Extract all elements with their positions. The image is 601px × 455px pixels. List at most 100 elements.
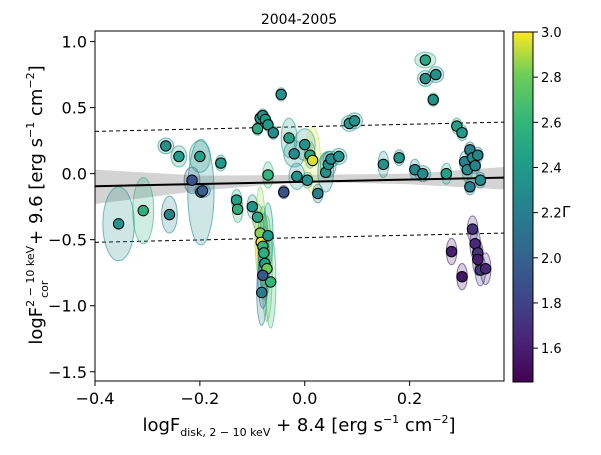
data-point (479, 263, 492, 275)
x-label-exp1: −1 (383, 413, 399, 426)
y-axis-ticks: −1.5 −1.0 −0.5 0.0 0.5 1.0 (48, 33, 95, 382)
data-point (333, 150, 345, 163)
data-point (464, 181, 476, 193)
data-point (278, 186, 290, 198)
x-axis-label: logFdisk, 2 − 10 keV + 8.4 [erg s−1 cm−2… (142, 413, 455, 439)
data-point (474, 174, 487, 186)
data-point (257, 269, 269, 282)
chart-title: 2004-2005 (261, 12, 337, 28)
dashed-line-upper (95, 121, 504, 132)
data-point (288, 148, 300, 160)
data-point (301, 174, 314, 186)
colorbar-tick-label: 2.4 (541, 161, 562, 176)
data-point (456, 126, 468, 139)
x-tick-label: −0.2 (180, 389, 219, 408)
x-label-rest: + 8.4 [erg s (270, 415, 383, 436)
y-tick-label: −0.5 (48, 231, 87, 250)
data-point (264, 276, 277, 288)
data-point (440, 167, 453, 180)
fit-line (95, 176, 504, 188)
data-point (256, 286, 268, 299)
confidence-band (95, 167, 504, 205)
colorbar-tick-label: 1.8 (541, 297, 562, 312)
data-point (246, 200, 259, 213)
colorbar-tick-label: 2.6 (541, 116, 562, 131)
data-point (231, 203, 244, 216)
data-point (348, 115, 361, 127)
plot-frame (94, 30, 505, 382)
data-point (251, 211, 264, 223)
data-point (262, 230, 274, 242)
y-tick-label: −1.5 (48, 363, 87, 382)
data-point (267, 126, 279, 139)
y-label-sub: cor (38, 280, 51, 298)
y-label-end: ] (26, 65, 47, 72)
y-label-sup: 2 − 10 keV (24, 245, 37, 306)
x-tick-label: 0.2 (397, 389, 422, 408)
colorbar (512, 31, 534, 383)
data-point (258, 247, 270, 259)
x-axis-ticks: −0.4 −0.2 0.0 0.2 (76, 381, 422, 408)
colorbar-ticks: 1.6 1.8 2.0 2.2 2.4 2.6 2.8 3.0 (533, 26, 562, 357)
data-point (262, 119, 274, 131)
colorbar-tick-label: 2.2 (541, 207, 562, 222)
data-point (469, 160, 481, 172)
y-tick-label: 0.5 (62, 99, 87, 118)
data-point (419, 54, 432, 66)
data-point (275, 88, 287, 101)
data-point (230, 194, 243, 206)
data-point (377, 158, 390, 171)
data-point (186, 174, 198, 186)
dashed-line-lower (95, 232, 504, 243)
x-label-mid: cm (399, 415, 432, 436)
y-tick-label: −1.0 (48, 297, 87, 316)
data-point (445, 245, 458, 258)
data-point (137, 204, 149, 217)
data-point (312, 187, 324, 200)
colorbar-tick-label: 1.6 (541, 342, 562, 357)
data-point (291, 170, 303, 182)
data-point (417, 167, 429, 180)
y-label-exp2: −2 (24, 72, 37, 88)
colorbar-tick-label: 2.8 (541, 71, 562, 86)
data-point (299, 138, 311, 151)
data-point (472, 149, 484, 161)
data-point (194, 150, 206, 163)
data-points (112, 54, 492, 299)
data-point (251, 123, 264, 135)
x-tick-label: 0.0 (292, 389, 317, 408)
data-point (393, 152, 405, 164)
data-point (215, 157, 227, 169)
x-label-exp2: −2 (432, 413, 448, 426)
y-tick-label: 0.0 (62, 165, 87, 184)
data-point (262, 169, 274, 181)
y-label-exp1: −1 (24, 122, 37, 138)
data-point (466, 223, 479, 235)
data-point (112, 218, 125, 230)
colorbar-tick-label: 2.0 (541, 252, 562, 267)
data-point (419, 72, 432, 85)
colorbar-label: Γ (562, 203, 571, 221)
y-label-mid: cm (26, 89, 47, 122)
data-point (160, 140, 172, 152)
data-point (163, 208, 176, 221)
data-point (306, 154, 319, 167)
data-point (196, 185, 209, 197)
plot-area (95, 51, 504, 329)
x-tick-label: −0.4 (76, 389, 115, 408)
data-point (472, 253, 484, 266)
data-point (456, 270, 468, 283)
y-axis-label: logF2 − 10 keVcor + 9.6 [erg s−1 cm−2] (24, 65, 51, 344)
y-label-rest: + 9.6 [erg s (26, 138, 47, 251)
data-point (430, 68, 442, 81)
data-point (283, 132, 295, 144)
colorbar-tick-label: 3.0 (541, 26, 562, 41)
x-label-end: ] (449, 415, 456, 436)
y-label-main: logF (26, 307, 47, 345)
data-point (173, 150, 185, 163)
x-label-main: logF (142, 415, 180, 436)
data-point (427, 93, 439, 106)
x-label-sub: disk, 2 − 10 keV (180, 426, 271, 439)
